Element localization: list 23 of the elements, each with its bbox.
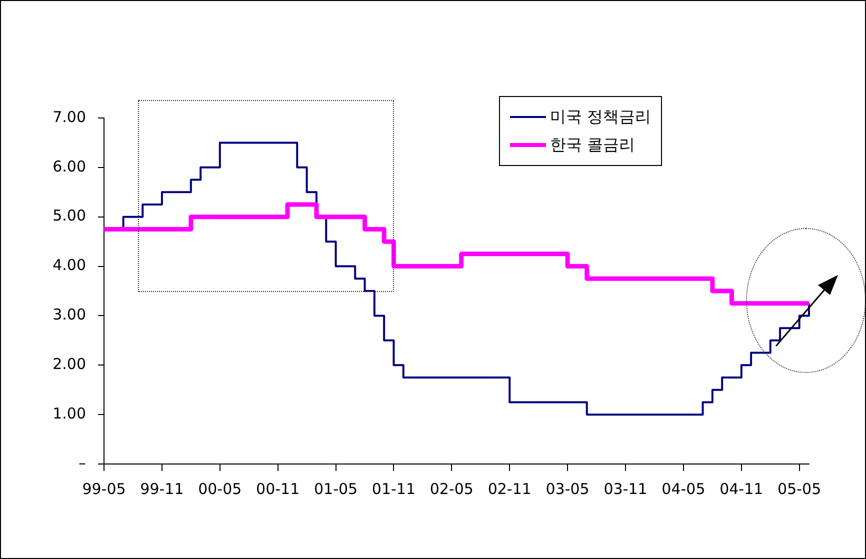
y-tick-label: 7.00 [52,108,86,126]
x-tick-label: 01-05 [314,480,358,498]
x-tick-label: 02-11 [488,480,532,498]
x-tick-label: 03-11 [604,480,648,498]
x-tick-label: 00-11 [256,480,300,498]
x-tick-label: 01-11 [372,480,416,498]
y-tick-label: 5.00 [52,206,86,225]
y-tick-label: 6.00 [52,157,86,176]
x-tick-label: 05-05 [778,480,822,498]
x-tick-label: 04-05 [662,480,706,498]
y-tick-label: 2.00 [52,355,86,374]
y-tick-label: – [78,454,86,472]
y-tick-label: 4.00 [52,256,86,274]
x-tick-label: 00-05 [198,480,242,498]
legend-label: 한국 콜금리 [550,134,636,156]
y-tick-label: 1.00 [52,404,86,422]
x-tick-label: 02-05 [430,480,474,498]
x-tick-label: 99-11 [140,480,184,498]
x-tick-label: 99-05 [82,480,126,498]
x-tick-label: 03-05 [546,480,590,498]
legend-label: 미국 정책금리 [550,106,652,128]
x-tick-label: 04-11 [720,480,764,498]
y-tick-label: 3.00 [52,306,86,324]
